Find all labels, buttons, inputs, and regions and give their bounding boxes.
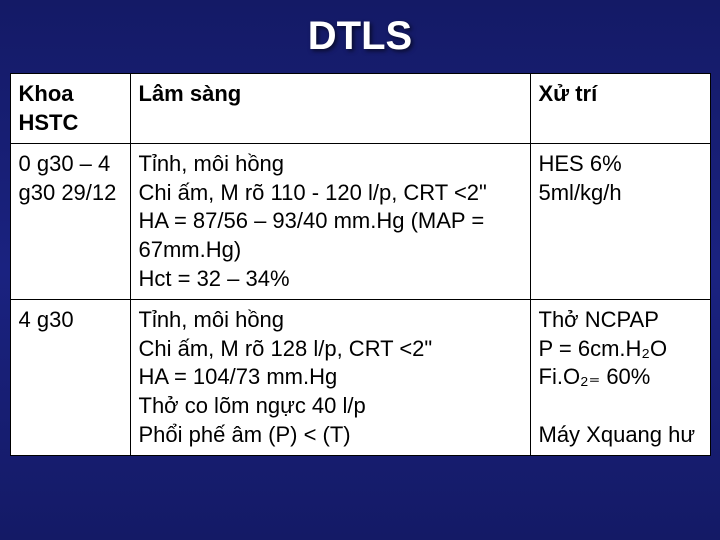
table-header-row: Khoa HSTC Lâm sàng Xử trí	[10, 74, 710, 144]
slide: DTLS Khoa HSTC Lâm sàng Xử trí 0 g30 – 4…	[0, 0, 720, 540]
cell-treat-1: HES 6% 5ml/kg/h	[530, 144, 710, 300]
cell-clinical-1: Tỉnh, môi hồngChi ấm, M rõ 110 - 120 l/p…	[130, 144, 530, 300]
col-header-khoa: Khoa HSTC	[10, 74, 130, 144]
cell-clinical-2: Tỉnh, môi hồngChi ấm, M rõ 128 l/p, CRT …	[130, 300, 530, 456]
col-header-lamsang: Lâm sàng	[130, 74, 530, 144]
table-row: 4 g30 Tỉnh, môi hồngChi ấm, M rõ 128 l/p…	[10, 300, 710, 456]
dtls-table: Khoa HSTC Lâm sàng Xử trí 0 g30 – 4 g30 …	[10, 73, 711, 456]
cell-treat-2: Thở NCPAPP = 6cm.H₂OFi.O₂₌ 60% Máy Xquan…	[530, 300, 710, 456]
page-title: DTLS	[0, 14, 720, 59]
cell-time-1: 0 g30 – 4 g30 29/12	[10, 144, 130, 300]
table-row: 0 g30 – 4 g30 29/12 Tỉnh, môi hồngChi ấm…	[10, 144, 710, 300]
cell-time-2: 4 g30	[10, 300, 130, 456]
col-header-xutri: Xử trí	[530, 74, 710, 144]
